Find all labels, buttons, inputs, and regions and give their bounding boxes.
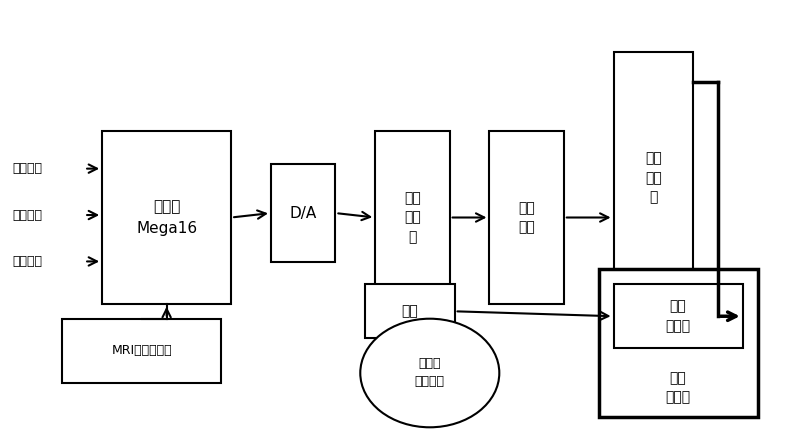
Bar bbox=[271, 164, 335, 262]
Text: 时间设置: 时间设置 bbox=[13, 255, 42, 268]
Text: 相位设置: 相位设置 bbox=[13, 208, 42, 221]
Text: 低通
滤波
波: 低通 滤波 波 bbox=[404, 191, 421, 244]
Text: 电磁
振动源: 电磁 振动源 bbox=[666, 300, 690, 333]
Bar bbox=[490, 131, 564, 304]
Bar bbox=[614, 284, 742, 348]
Text: 单片机
Mega16: 单片机 Mega16 bbox=[136, 200, 197, 235]
Text: 体模或
人体肝脏: 体模或 人体肝脏 bbox=[414, 358, 445, 388]
Text: 频率设置: 频率设置 bbox=[13, 162, 42, 175]
Text: 音频
功放: 音频 功放 bbox=[518, 201, 535, 234]
Bar bbox=[366, 284, 454, 338]
Text: D/A: D/A bbox=[290, 205, 317, 221]
Text: 电磁
屏蔽罩: 电磁 屏蔽罩 bbox=[666, 371, 690, 405]
Bar bbox=[598, 269, 758, 417]
Text: 滤波
传导
板: 滤波 传导 板 bbox=[645, 152, 662, 204]
Bar bbox=[62, 319, 222, 383]
Text: 推片: 推片 bbox=[402, 304, 418, 318]
Bar bbox=[102, 131, 231, 304]
Bar bbox=[375, 131, 450, 304]
Text: MRI序列发生器: MRI序列发生器 bbox=[111, 344, 172, 357]
Ellipse shape bbox=[360, 319, 499, 427]
Bar bbox=[614, 52, 693, 304]
